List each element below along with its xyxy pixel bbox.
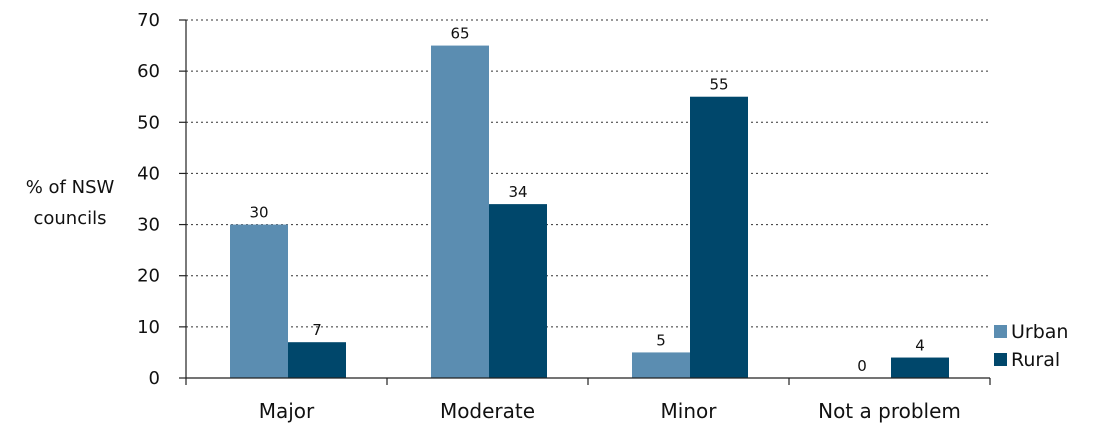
y-tick-label: 50 xyxy=(137,112,160,133)
data-label-urban: 30 xyxy=(249,204,268,222)
data-label-rural: 4 xyxy=(915,337,925,355)
y-tick-label: 0 xyxy=(149,368,160,389)
bar-rural xyxy=(690,96,748,378)
data-label-rural: 55 xyxy=(709,76,728,94)
bar-rural xyxy=(489,204,547,378)
legend-label-urban: Urban xyxy=(1011,321,1068,343)
bars xyxy=(230,45,949,378)
axes xyxy=(179,19,991,385)
x-category-label: Major xyxy=(259,399,315,423)
bar-urban xyxy=(431,45,489,378)
bar-urban xyxy=(632,352,690,378)
data-label-rural: 7 xyxy=(312,321,322,339)
x-category-label: Moderate xyxy=(440,399,535,423)
gridlines xyxy=(186,19,990,328)
legend: Urban Rural xyxy=(994,321,1068,371)
data-label-urban: 5 xyxy=(656,331,666,349)
x-category-label: Not a problem xyxy=(818,399,961,423)
x-category-label: Minor xyxy=(661,399,718,423)
data-label-urban: 65 xyxy=(450,25,469,43)
bar-rural xyxy=(288,342,346,378)
y-axis-label-line-1: % of NSW xyxy=(26,177,115,198)
y-tick-label: 20 xyxy=(137,266,160,287)
y-tick-label: 10 xyxy=(137,317,160,338)
data-label-rural: 34 xyxy=(508,183,527,201)
legend-swatch-urban xyxy=(994,325,1007,338)
y-tick-labels: 0 10 20 30 40 50 60 70 xyxy=(137,10,160,389)
legend-swatch-rural xyxy=(994,353,1007,366)
y-tick-label: 40 xyxy=(137,163,160,184)
x-category-labels: Major Moderate Minor Not a problem xyxy=(259,399,961,423)
bar-rural xyxy=(891,357,949,378)
y-tick-label: 70 xyxy=(137,10,160,31)
y-tick-label: 60 xyxy=(137,61,160,82)
bar-urban xyxy=(230,224,288,378)
y-tick-label: 30 xyxy=(137,215,160,236)
legend-label-rural: Rural xyxy=(1011,349,1060,371)
y-axis-label-line-2: councils xyxy=(33,208,106,229)
data-label-urban: 0 xyxy=(857,357,867,375)
y-axis-label: % of NSW councils xyxy=(26,177,115,229)
